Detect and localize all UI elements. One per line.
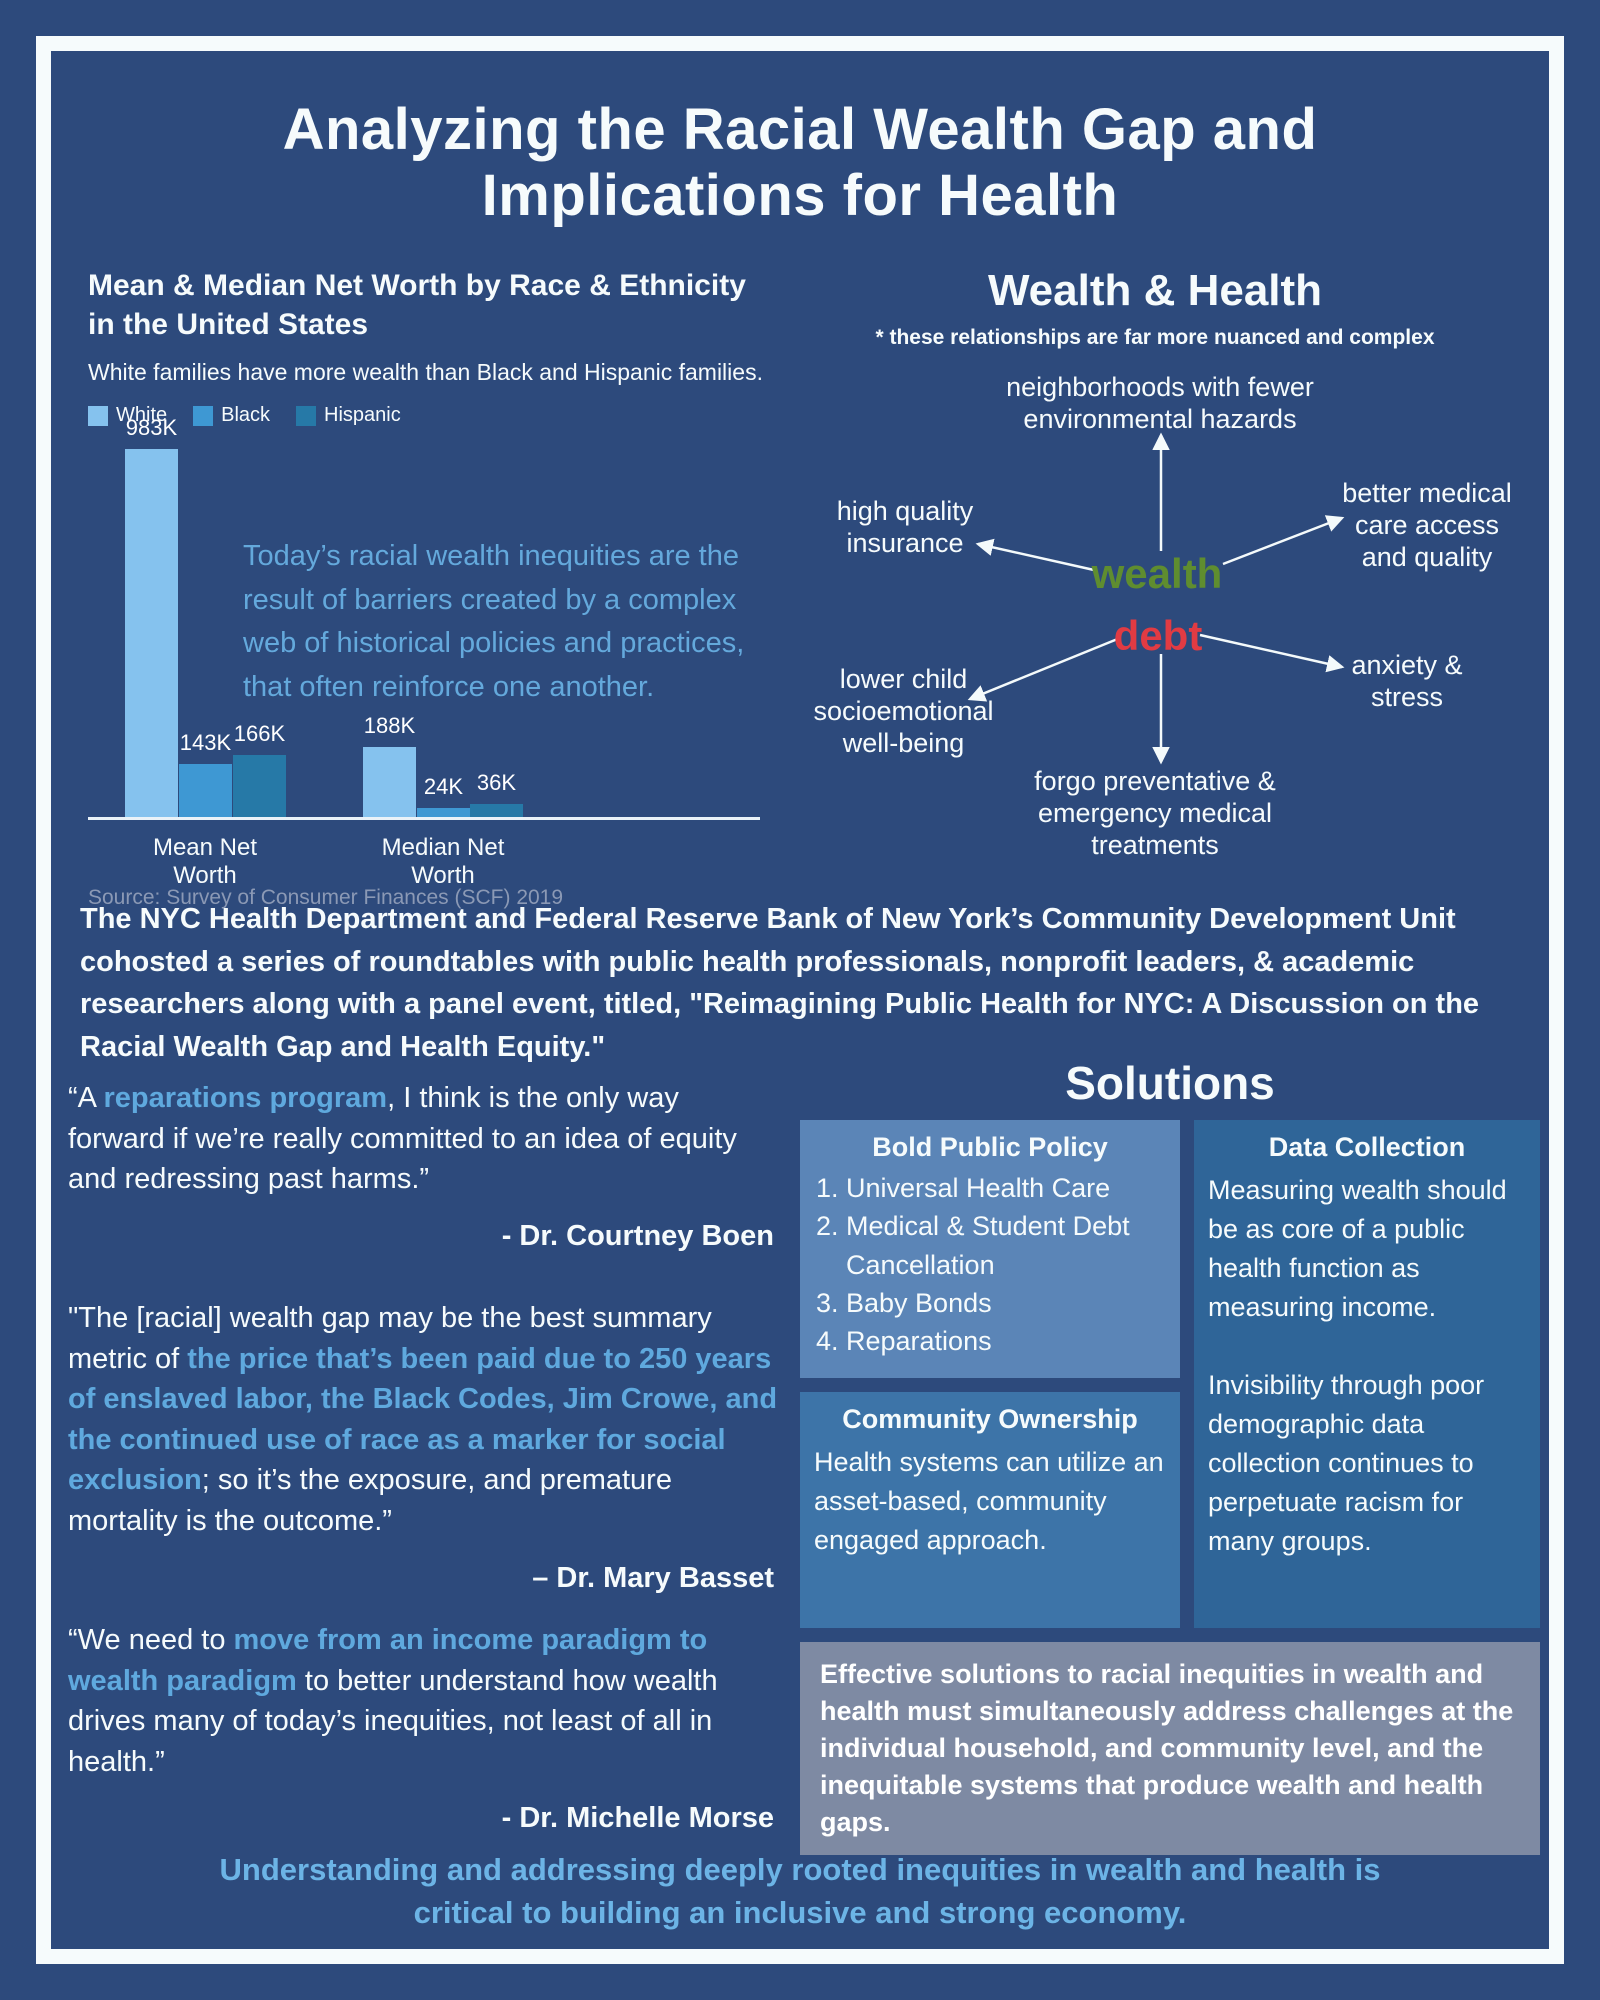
quote-attribution: – Dr. Mary Basset <box>532 1561 774 1594</box>
bar <box>125 449 178 817</box>
intro-paragraph: The NYC Health Department and Federal Re… <box>80 903 1480 1063</box>
bar-median-black: 24K <box>417 443 470 817</box>
solutions-summary-text: Effective solutions to racial inequities… <box>820 1659 1514 1837</box>
bold-public-policy-box: Bold Public Policy Universal Health Care… <box>800 1120 1180 1378</box>
box-title: Community Ownership <box>842 1404 1138 1434</box>
bar-value-label: 983K <box>125 415 178 440</box>
bar <box>233 755 286 817</box>
policy-item: Universal Health Care <box>846 1169 1166 1207</box>
legend-item-white: White <box>88 404 167 427</box>
legend-item-black: Black <box>193 404 270 427</box>
solutions-section: Solutions Bold Public Policy Universal H… <box>800 1056 1540 1855</box>
bar-value-label: 188K <box>363 713 416 738</box>
wealth-hub-label: wealth <box>1091 550 1223 597</box>
policy-item: Reparations <box>846 1322 1166 1360</box>
wealth-health-heading: Wealth & Health <box>987 266 1323 315</box>
solutions-summary-box: Effective solutions to racial inequities… <box>800 1642 1540 1855</box>
policy-list: Universal Health Care Medical & Student … <box>814 1169 1166 1361</box>
legend-label-black: Black <box>221 404 271 426</box>
debt-hub-label: debt <box>1113 612 1203 659</box>
bar-mean-black: 143K <box>179 443 232 817</box>
node-neighborhoods: neighborhoods with fewer environmental h… <box>1006 372 1314 434</box>
data-collection-body-1: Measuring wealth should be as core of a … <box>1208 1175 1507 1323</box>
chart-subtitle: White families have more wealth than Bla… <box>88 359 763 385</box>
net-worth-chart-section: Mean & Median Net Worth by Race & Ethnic… <box>88 266 778 910</box>
arrow-debt-to-wellbeing <box>967 636 1121 702</box>
bar-value-label: 166K <box>233 721 286 746</box>
bar-value-label: 36K <box>476 770 517 795</box>
quote-mary-basset: "The [racial] wealth gap may be the best… <box>68 1298 780 1598</box>
policy-item: Baby Bonds <box>846 1284 1166 1322</box>
bar <box>470 804 523 817</box>
wealth-health-diagram: neighborhoods with fewer environmental h… <box>790 368 1520 860</box>
bar-chart-plot: 983K 143K 166K 188K 24K 36K <box>88 415 760 820</box>
legend-swatch-white <box>88 405 108 426</box>
arrow-wealth-to-insurance <box>975 538 1095 572</box>
box-title: Bold Public Policy <box>872 1132 1108 1162</box>
bar-median-hispanic: 36K <box>470 443 523 817</box>
wealth-health-section: Wealth & Health * these relationships ar… <box>790 266 1520 860</box>
quote-michelle-morse: “We need to move from an income paradigm… <box>68 1620 780 1839</box>
legend-swatch-hispanic <box>296 405 317 426</box>
diagram-arrows <box>967 432 1345 765</box>
legend-label-hispanic: Hispanic <box>324 404 401 426</box>
bar-mean-white: 983K <box>125 415 178 817</box>
data-collection-box: Data Collection Measuring wealth should … <box>1194 1120 1540 1628</box>
chart-annotation: Today’s racial wealth inequities are the… <box>243 540 745 703</box>
node-anxiety-stress: anxiety & stress <box>1351 650 1463 712</box>
quote-text: to better understand how wealth drives m… <box>68 1664 718 1778</box>
bar-mean-hispanic: 166K <box>233 443 286 817</box>
quote-text: , I think is the only way forward if we’… <box>68 1082 737 1196</box>
legend-label-white: White <box>116 404 168 426</box>
bar-value-label: 143K <box>179 730 232 755</box>
chart-title: Mean & Median Net Worth by Race & Ethnic… <box>88 269 746 341</box>
bar <box>363 747 416 817</box>
arrow-debt-to-anxiety <box>1199 633 1345 673</box>
page-title: Analyzing the Racial Wealth Gap and Impl… <box>282 96 1318 228</box>
solutions-heading: Solutions <box>1065 1057 1275 1109</box>
quote-text: "The [racial] wealth gap may be the best… <box>68 1302 712 1375</box>
wealth-health-note: * these relationships are far more nuanc… <box>875 326 1435 349</box>
chart-category-labels: Mean Net Worth Median Net Worth <box>88 828 778 889</box>
arrow-wealth-to-medical-care <box>1222 515 1345 566</box>
quote-highlight: reparations program <box>103 1082 388 1114</box>
community-ownership-box: Community Ownership Health systems can u… <box>800 1392 1180 1628</box>
quote-courtney-boen: “A reparations program, I think is the o… <box>68 1078 780 1256</box>
bar <box>179 764 232 817</box>
quote-text: “A <box>68 1082 104 1114</box>
quote-text: “We need to <box>68 1624 234 1656</box>
quote-text: ; so it’s the exposure, and premature mo… <box>68 1464 672 1537</box>
category-label-mean: Mean Net Worth <box>152 834 258 889</box>
quote-attribution: - Dr. Michelle Morse <box>501 1802 774 1835</box>
category-label-median: Median Net Worth <box>381 834 505 889</box>
data-collection-body-2: Invisibility through poor demographic da… <box>1208 1369 1485 1557</box>
community-ownership-body: Health systems can utilize an asset-base… <box>814 1447 1164 1556</box>
legend-item-hispanic: Hispanic <box>296 404 401 427</box>
node-insurance: high quality insurance <box>836 496 974 558</box>
policy-item: Medical & Student Debt Cancellation <box>846 1207 1166 1284</box>
footer-statement: Understanding and addressing deeply root… <box>219 1852 1381 1931</box>
quote-highlight: move from an income paradigm to wealth p… <box>68 1624 708 1697</box>
quote-attribution: - Dr. Courtney Boen <box>501 1219 774 1252</box>
bar <box>417 808 470 817</box>
legend-swatch-black <box>193 405 214 426</box>
bar-value-label: 24K <box>423 774 464 799</box>
bar-median-white: 188K <box>363 443 416 817</box>
chart-legend: White Black Hispanic <box>88 404 778 427</box>
node-child-wellbeing: lower child socioemotional well-being <box>813 664 994 758</box>
node-forgo-treatments: forgo preventative & emergency medical t… <box>1034 766 1276 860</box>
chart-source: Source: Survey of Consumer Finances (SCF… <box>88 886 564 909</box>
quote-highlight: the price that’s been paid due to 250 ye… <box>68 1342 778 1497</box>
box-title: Data Collection <box>1268 1132 1466 1162</box>
node-medical-care: better medical care access and quality <box>1342 478 1512 572</box>
